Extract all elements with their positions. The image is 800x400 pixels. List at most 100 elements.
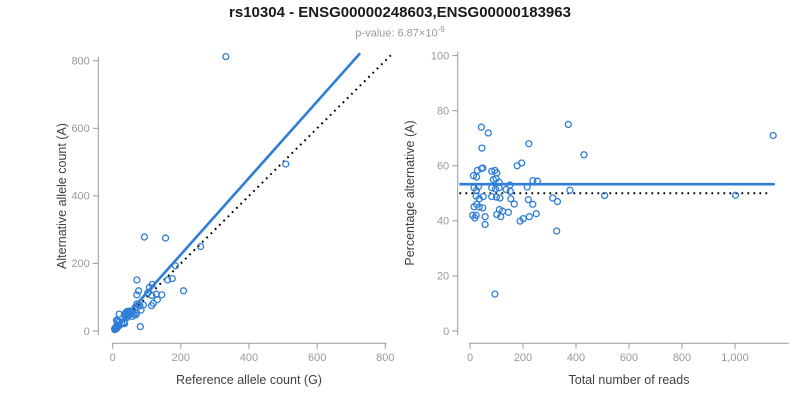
y-tick-label: 80 bbox=[437, 105, 449, 117]
identity-line bbox=[111, 54, 392, 332]
x-tick-label: 0 bbox=[110, 352, 116, 364]
data-point bbox=[469, 172, 478, 180]
data-point bbox=[153, 295, 161, 304]
data-point bbox=[533, 177, 541, 185]
data-point bbox=[179, 287, 188, 295]
y-tick-label: 60 bbox=[437, 161, 449, 173]
data-point bbox=[161, 234, 170, 242]
x-axis-label-percentage-vs-reads: Total number of reads bbox=[569, 373, 690, 387]
x-tick-label: 200 bbox=[172, 352, 190, 364]
data-point bbox=[468, 211, 477, 219]
regression-line bbox=[111, 52, 362, 332]
x-tick-label: 1,000 bbox=[721, 352, 749, 364]
x-tick-label: 0 bbox=[467, 352, 473, 364]
data-point bbox=[600, 191, 609, 200]
x-axis-label-allele-counts: Reference allele count (G) bbox=[176, 373, 322, 387]
y-tick-label: 800 bbox=[71, 56, 89, 68]
data-point bbox=[497, 213, 505, 221]
data-point bbox=[470, 203, 478, 211]
data-point bbox=[478, 164, 486, 173]
data-point bbox=[123, 313, 131, 322]
y-tick-label: 400 bbox=[71, 191, 89, 203]
data-point bbox=[222, 52, 230, 61]
data-point bbox=[549, 194, 557, 202]
data-point bbox=[564, 120, 572, 129]
data-point bbox=[769, 131, 777, 140]
y-tick-label: 0 bbox=[443, 326, 449, 338]
data-point bbox=[171, 262, 180, 270]
data-point bbox=[488, 184, 496, 192]
data-point bbox=[474, 183, 483, 191]
data-point bbox=[470, 184, 478, 192]
pvalue-text: p-value: 6.87×10 bbox=[355, 27, 438, 40]
data-point bbox=[163, 276, 172, 284]
data-point bbox=[481, 213, 489, 221]
x-tick-label: 200 bbox=[514, 352, 532, 364]
data-point bbox=[580, 151, 588, 159]
data-point bbox=[553, 227, 561, 235]
data-point bbox=[282, 160, 290, 168]
y-tick-label: 20 bbox=[437, 271, 449, 283]
y-axis-label-allele-counts: Alternative allele count (A) bbox=[55, 123, 69, 269]
x-tick-label: 800 bbox=[376, 352, 394, 364]
data-point bbox=[133, 276, 141, 284]
data-point bbox=[122, 312, 130, 321]
x-tick-label: 400 bbox=[567, 352, 585, 364]
data-point bbox=[523, 183, 531, 191]
figure-subtitle: p-value: 6.87×10-9 bbox=[0, 25, 800, 40]
data-point bbox=[147, 302, 156, 310]
data-point bbox=[158, 291, 166, 299]
x-tick-label: 600 bbox=[620, 352, 638, 364]
data-point bbox=[111, 325, 119, 334]
data-point bbox=[491, 166, 499, 175]
y-tick-label: 0 bbox=[84, 326, 90, 338]
data-point bbox=[168, 274, 176, 283]
data-point bbox=[148, 291, 156, 300]
data-point bbox=[491, 290, 499, 298]
data-point bbox=[496, 194, 504, 202]
data-point bbox=[488, 167, 496, 175]
data-point bbox=[479, 204, 487, 212]
data-point bbox=[495, 184, 503, 192]
x-tick-label: 800 bbox=[673, 352, 691, 364]
data-point bbox=[524, 195, 532, 204]
pvalue-exponent: -9 bbox=[437, 25, 445, 34]
data-point bbox=[529, 176, 537, 185]
data-point bbox=[491, 185, 500, 193]
data-point bbox=[134, 287, 143, 295]
y-tick-label: 600 bbox=[71, 123, 89, 135]
figure-title: rs10304 - ENSG00000248603,ENSG0000018396… bbox=[229, 4, 571, 21]
data-point bbox=[516, 217, 524, 225]
data-point bbox=[566, 186, 574, 194]
data-point bbox=[136, 322, 144, 331]
data-point bbox=[513, 162, 521, 170]
data-point bbox=[510, 200, 518, 208]
data-point bbox=[478, 144, 486, 152]
data-point bbox=[525, 140, 533, 148]
x-tick-label: 600 bbox=[308, 352, 326, 364]
data-point bbox=[115, 310, 123, 318]
data-point bbox=[479, 192, 487, 201]
data-point bbox=[472, 192, 480, 200]
data-point bbox=[502, 185, 510, 194]
data-point bbox=[525, 213, 534, 221]
data-point bbox=[492, 193, 501, 201]
y-axis-label-percentage-vs-reads: Percentage alternative (A) bbox=[403, 120, 417, 265]
data-point bbox=[506, 181, 514, 189]
y-tick-label: 100 bbox=[431, 50, 449, 62]
data-point bbox=[553, 197, 562, 206]
y-tick-label: 200 bbox=[71, 258, 89, 270]
y-tick-label: 40 bbox=[437, 216, 449, 228]
data-point bbox=[136, 302, 144, 310]
data-point bbox=[493, 210, 501, 219]
data-point bbox=[477, 123, 486, 131]
x-tick-label: 400 bbox=[240, 352, 258, 364]
data-point bbox=[473, 166, 482, 175]
data-point bbox=[731, 191, 740, 199]
data-point bbox=[133, 291, 141, 299]
data-point bbox=[140, 233, 149, 241]
data-point bbox=[489, 175, 497, 184]
data-point bbox=[529, 200, 537, 208]
